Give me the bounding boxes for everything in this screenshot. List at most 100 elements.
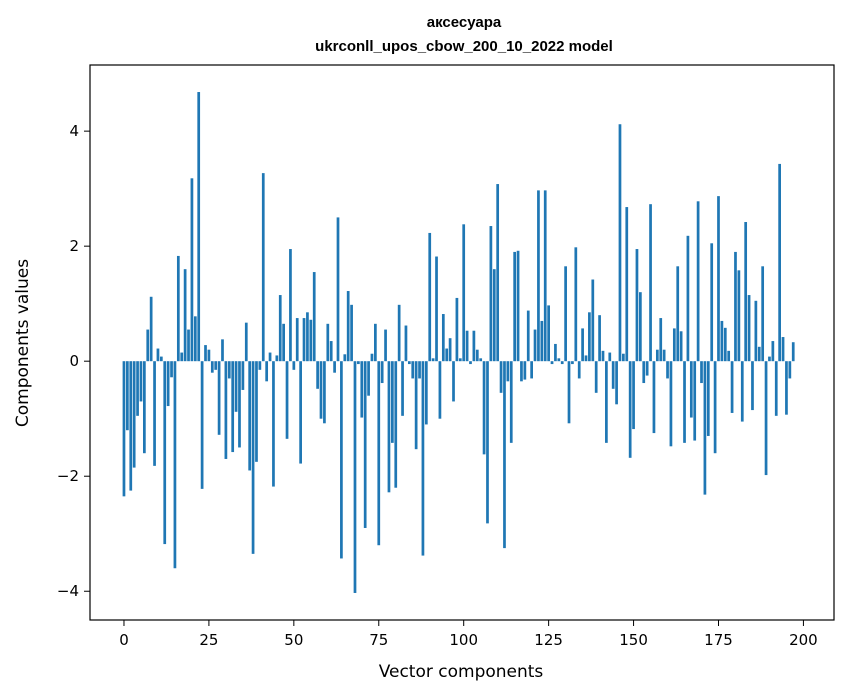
bar-145 bbox=[615, 361, 618, 405]
bar-31 bbox=[227, 361, 231, 379]
bar-64 bbox=[340, 361, 343, 559]
bar-94 bbox=[441, 314, 445, 362]
bar-43 bbox=[268, 352, 272, 362]
bar-177 bbox=[723, 327, 727, 362]
bar-49 bbox=[289, 249, 292, 362]
bar-41 bbox=[261, 173, 265, 362]
bar-110 bbox=[496, 184, 500, 362]
bar-19 bbox=[187, 329, 190, 362]
bar-144 bbox=[611, 361, 615, 389]
bar-106 bbox=[482, 361, 486, 455]
bar-23 bbox=[200, 361, 204, 489]
bar-189 bbox=[764, 361, 768, 476]
bar-65 bbox=[343, 354, 347, 362]
bar-113 bbox=[506, 361, 510, 382]
bar-174 bbox=[713, 361, 717, 454]
bar-1 bbox=[126, 361, 129, 431]
bar-77 bbox=[384, 329, 387, 362]
bar-197 bbox=[791, 342, 795, 362]
bar-166 bbox=[686, 235, 690, 362]
bar-118 bbox=[523, 361, 527, 380]
bar-20 bbox=[190, 178, 194, 362]
bar-178 bbox=[727, 350, 731, 362]
y-tick-label: −4 bbox=[57, 582, 79, 600]
y-tick-label: 2 bbox=[69, 237, 79, 255]
bar-164 bbox=[679, 331, 683, 362]
bar-78 bbox=[387, 361, 391, 493]
bar-194 bbox=[781, 337, 785, 362]
bar-86 bbox=[414, 361, 418, 450]
bar-152 bbox=[639, 292, 642, 362]
bar-21 bbox=[193, 316, 197, 362]
bar-158 bbox=[659, 318, 663, 362]
bar-117 bbox=[520, 361, 523, 382]
bar-123 bbox=[540, 320, 544, 362]
bar-88 bbox=[421, 361, 425, 556]
bar-121 bbox=[533, 329, 537, 362]
bar-13 bbox=[166, 361, 170, 407]
bar-39 bbox=[255, 361, 258, 462]
bar-50 bbox=[292, 361, 296, 370]
x-tick-label: 125 bbox=[534, 631, 563, 649]
bar-104 bbox=[475, 349, 479, 362]
bar-162 bbox=[672, 328, 676, 362]
bar-107 bbox=[486, 361, 489, 524]
bar-181 bbox=[737, 270, 741, 362]
bar-7 bbox=[146, 329, 150, 362]
bar-136 bbox=[584, 355, 588, 362]
bar-163 bbox=[676, 266, 680, 362]
bar-93 bbox=[438, 361, 442, 419]
bar-147 bbox=[622, 353, 625, 362]
bar-54 bbox=[306, 312, 309, 362]
bar-84 bbox=[407, 361, 411, 365]
bar-99 bbox=[458, 358, 462, 362]
bar-83 bbox=[404, 325, 408, 362]
bar-48 bbox=[285, 361, 289, 439]
bar-100 bbox=[462, 224, 466, 362]
bar-124 bbox=[543, 190, 547, 362]
bar-60 bbox=[326, 323, 330, 362]
bar-172 bbox=[706, 361, 710, 436]
bar-91 bbox=[431, 358, 435, 362]
bar-66 bbox=[346, 291, 350, 362]
bar-193 bbox=[778, 163, 781, 362]
x-tick-label: 100 bbox=[449, 631, 478, 649]
bar-168 bbox=[693, 361, 697, 441]
bar-85 bbox=[411, 361, 415, 379]
bar-138 bbox=[591, 279, 595, 362]
bar-154 bbox=[645, 361, 649, 376]
bar-71 bbox=[363, 361, 367, 528]
bar-111 bbox=[499, 361, 503, 393]
bar-116 bbox=[516, 250, 520, 362]
bar-150 bbox=[632, 361, 635, 430]
chart-subtitle: ukrconll_upos_cbow_200_10_2022 model bbox=[315, 38, 613, 55]
x-axis-label: Vector components bbox=[379, 662, 544, 682]
chart-title: аксесуара bbox=[427, 14, 502, 31]
bar-120 bbox=[530, 361, 533, 379]
bar-137 bbox=[588, 312, 591, 362]
bar-156 bbox=[652, 361, 656, 434]
bar-24 bbox=[204, 345, 207, 362]
bar-44 bbox=[272, 361, 275, 487]
bar-8 bbox=[149, 296, 153, 362]
bar-76 bbox=[380, 361, 384, 384]
bar-109 bbox=[492, 269, 496, 362]
x-tick-label: 25 bbox=[199, 631, 218, 649]
x-tick-label: 200 bbox=[789, 631, 818, 649]
bar-182 bbox=[740, 361, 744, 422]
bar-51 bbox=[295, 318, 299, 362]
bar-73 bbox=[370, 353, 374, 362]
bar-169 bbox=[696, 201, 700, 362]
bar-108 bbox=[489, 226, 493, 362]
bar-167 bbox=[689, 361, 693, 418]
bar-98 bbox=[455, 297, 459, 362]
bar-191 bbox=[771, 341, 775, 362]
bar-15 bbox=[173, 361, 177, 569]
bar-96 bbox=[448, 338, 452, 362]
bar-133 bbox=[574, 247, 578, 362]
x-tick-label: 150 bbox=[619, 631, 648, 649]
bar-148 bbox=[625, 207, 629, 362]
bar-105 bbox=[479, 358, 483, 362]
bar-22 bbox=[197, 92, 201, 362]
bar-10 bbox=[156, 348, 160, 362]
